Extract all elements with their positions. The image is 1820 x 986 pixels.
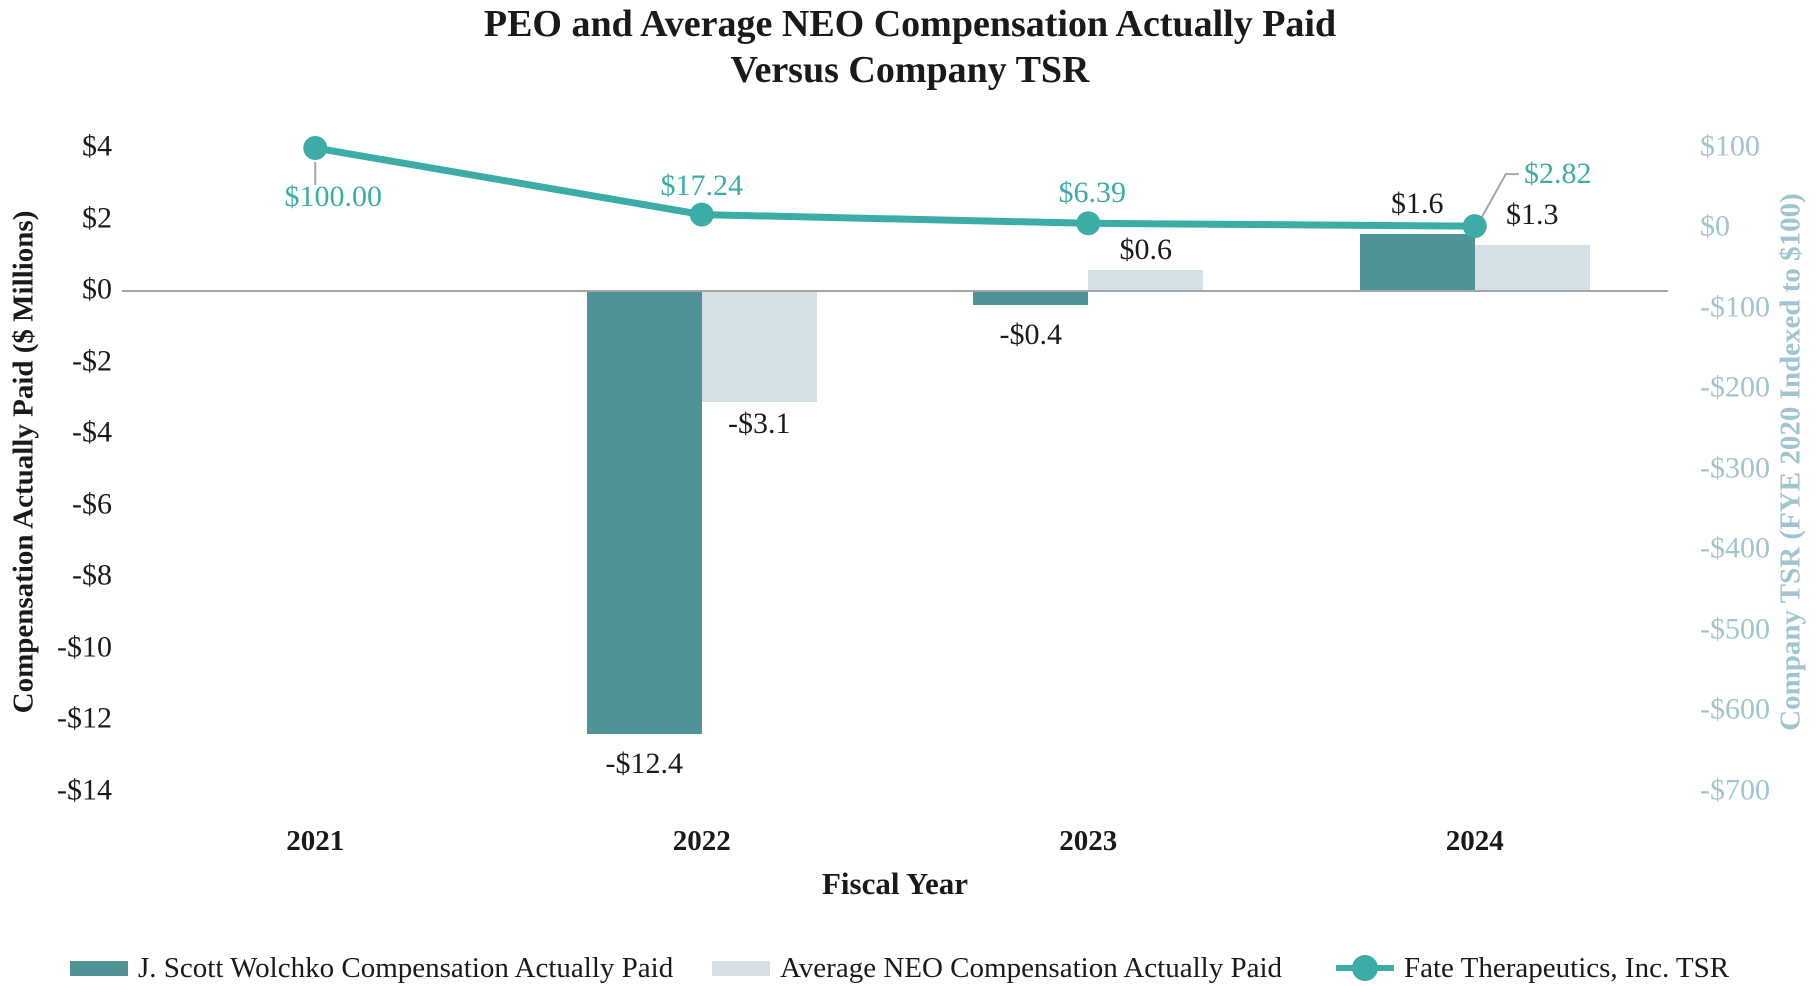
legend-label-peo: J. Scott Wolchko Compensation Actually P… xyxy=(138,951,674,984)
neo-bar xyxy=(1474,244,1590,291)
x-tick-label: 2021 xyxy=(286,825,345,857)
right-tick-label: -$600 xyxy=(1700,692,1770,726)
x-axis-title: Fiscal Year xyxy=(821,866,969,901)
peo-bar xyxy=(973,291,1089,306)
tsr-value-label: $2.82 xyxy=(1524,157,1592,191)
left-tick-label: -$6 xyxy=(72,487,112,521)
zero-baseline xyxy=(122,290,1668,292)
neo-bar xyxy=(1088,269,1204,291)
tsr-point-marker xyxy=(1462,214,1487,239)
label-leader-line xyxy=(1479,173,1519,220)
bar-value-label: -$12.4 xyxy=(605,747,684,781)
left-tick-label: -$8 xyxy=(72,558,112,592)
peo-bar xyxy=(586,291,702,735)
left-tick-label: -$14 xyxy=(57,773,112,807)
bar-value-label: $1.3 xyxy=(1506,197,1559,231)
right-tick-label: $0 xyxy=(1700,210,1730,244)
tsr-value-label: $100.00 xyxy=(284,180,383,213)
neo-bar xyxy=(701,291,817,402)
tsr-value-label: $6.39 xyxy=(1058,176,1127,210)
tsr-value-label: $17.24 xyxy=(660,168,744,202)
tsr-point-marker xyxy=(1076,211,1101,236)
left-tick-label: -$2 xyxy=(72,344,112,378)
tsr-point-marker xyxy=(303,136,328,160)
right-tick-label: -$300 xyxy=(1700,451,1770,485)
peo-bar-swatch-icon xyxy=(70,960,128,976)
legend-item-neo: Average NEO Compensation Actually Paid xyxy=(712,951,1282,985)
right-tick-label: -$700 xyxy=(1700,773,1770,807)
left-tick-label: -$4 xyxy=(72,415,112,449)
chart-title: PEO and Average NEO Compensation Actuall… xyxy=(0,1,1820,93)
right-tick-label: -$400 xyxy=(1700,531,1770,565)
tsr-point-marker xyxy=(689,202,714,227)
x-tick-label: 2022 xyxy=(672,825,731,857)
legend-label-tsr: Fate Therapeutics, Inc. TSR xyxy=(1404,951,1730,984)
legend-label-neo: Average NEO Compensation Actually Paid xyxy=(780,951,1283,984)
bar-value-label: $0.6 xyxy=(1119,232,1173,266)
left-tick-label: $4 xyxy=(82,129,112,163)
x-tick-label: 2023 xyxy=(1059,825,1118,857)
bar-value-label: -$3.1 xyxy=(728,406,791,440)
tsr-line-dot-icon xyxy=(1352,955,1378,981)
left-tick-label: $2 xyxy=(82,201,112,235)
left-tick-label: $0 xyxy=(82,272,112,306)
right-tick-label: -$500 xyxy=(1700,612,1770,646)
bar-value-label: $1.6 xyxy=(1391,186,1444,220)
legend-item-peo: J. Scott Wolchko Compensation Actually P… xyxy=(70,951,673,985)
chart-title-line2: Versus Company TSR xyxy=(730,49,1090,91)
left-tick-label: -$10 xyxy=(57,630,112,664)
left-tick-label: -$12 xyxy=(57,701,112,735)
legend-item-tsr: Fate Therapeutics, Inc. TSR xyxy=(1336,951,1729,985)
peo-bar xyxy=(1359,233,1475,291)
right-tick-label: $100 xyxy=(1700,129,1760,163)
tsr-line xyxy=(314,144,1475,230)
x-tick-label: 2024 xyxy=(1445,825,1504,857)
bar-value-label: -$0.4 xyxy=(999,318,1063,352)
neo-bar-swatch-icon xyxy=(712,960,770,976)
right-tick-label: -$100 xyxy=(1700,290,1770,324)
tsr-line-marker-icon xyxy=(1336,954,1394,982)
right-tick-label: -$200 xyxy=(1700,370,1770,404)
chart-title-line1: PEO and Average NEO Compensation Actuall… xyxy=(483,3,1337,45)
